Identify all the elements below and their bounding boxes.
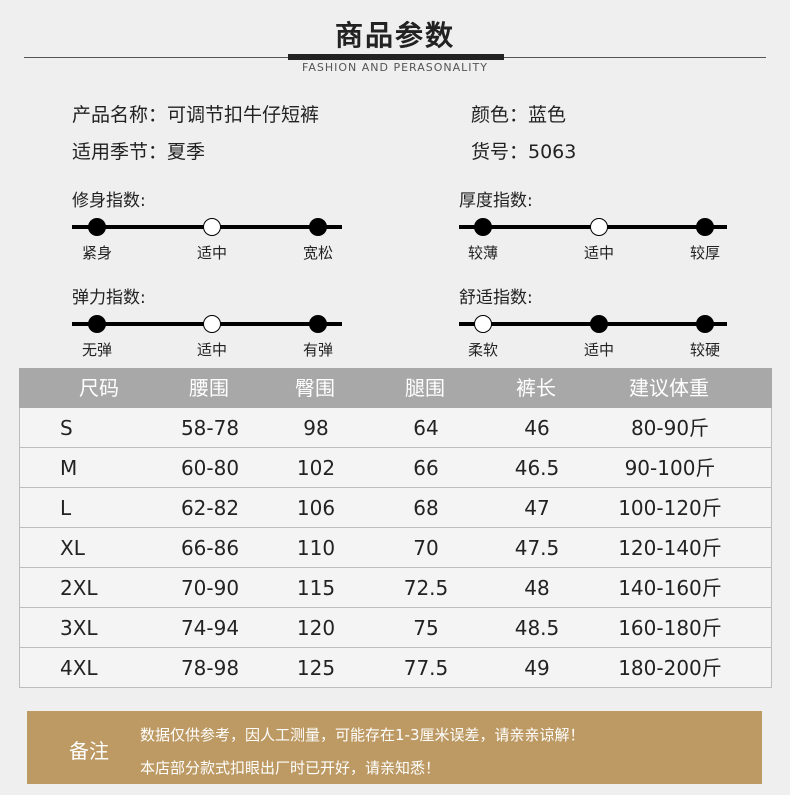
indicator-tick-label: 宽松 xyxy=(302,244,333,262)
table-cell: 80-90斤 xyxy=(630,416,710,440)
header-cell: 建议体重 xyxy=(629,376,709,400)
table-cell: M xyxy=(60,456,78,480)
product-name: 产品名称：可调节扣牛仔短裤 xyxy=(72,104,320,126)
indicator-label: 厚度指数: xyxy=(459,191,533,211)
product-color: 颜色：蓝色 xyxy=(471,104,567,126)
table-row: 2XL 70-90 115 72.5 48 140-160斤 xyxy=(19,568,772,608)
header-cell: 尺码 xyxy=(79,376,119,400)
table-cell: 49 xyxy=(524,656,550,680)
table-cell: 106 xyxy=(296,496,336,520)
indicator-dot xyxy=(88,315,106,333)
table-cell: 2XL xyxy=(60,576,98,600)
note-title: 备注 xyxy=(69,739,109,763)
table-cell: 3XL xyxy=(60,616,98,640)
header-cell: 腰围 xyxy=(189,376,229,400)
indicator-tick-label: 适中 xyxy=(583,244,614,262)
product-sku: 货号：5063 xyxy=(471,141,577,163)
table-cell: 72.5 xyxy=(403,576,449,600)
indicator-dot xyxy=(696,218,714,236)
note-line: 数据仅供参考，因人工测量，可能存在1-3厘米误差，请亲亲谅解！ xyxy=(140,726,585,744)
table-cell: 77.5 xyxy=(403,656,449,680)
indicator-dot xyxy=(88,218,106,236)
table-row: XL 66-86 110 70 47.5 120-140斤 xyxy=(19,528,772,568)
table-cell: 46.5 xyxy=(514,456,560,480)
indicator-dot xyxy=(203,315,221,333)
table-row: S 58-78 98 64 46 80-90斤 xyxy=(19,408,772,448)
table-cell: 60-80 xyxy=(180,456,240,480)
table-cell: 98 xyxy=(303,416,329,440)
indicator-tick-label: 较厚 xyxy=(689,244,720,262)
indicator-label: 弹力指数: xyxy=(72,288,146,308)
table-cell: 68 xyxy=(413,496,439,520)
indicator-label: 舒适指数: xyxy=(459,288,533,308)
header-cell: 裤长 xyxy=(516,376,556,400)
indicator-tick-label: 柔软 xyxy=(467,341,498,359)
size-table: 尺码 腰围 臀围 腿围 裤长 建议体重 S 58-78 98 64 46 80-… xyxy=(19,368,772,688)
table-cell: 66-86 xyxy=(180,536,240,560)
indicator-dot xyxy=(474,315,492,333)
indicator-tick-label: 无弹 xyxy=(81,341,112,359)
indicator-dot xyxy=(309,315,327,333)
table-cell: L xyxy=(60,496,72,520)
table-cell: 47.5 xyxy=(514,536,560,560)
table-cell: 110 xyxy=(296,536,336,560)
indicator-dot xyxy=(203,218,221,236)
table-row: L 62-82 106 68 47 100-120斤 xyxy=(19,488,772,528)
table-cell: 140-160斤 xyxy=(618,576,722,600)
table-cell: 180-200斤 xyxy=(618,656,722,680)
table-cell: 125 xyxy=(296,656,336,680)
table-cell: 64 xyxy=(413,416,439,440)
table-cell: 48.5 xyxy=(514,616,560,640)
size-table-header: 尺码 腰围 臀围 腿围 裤长 建议体重 xyxy=(19,368,772,408)
table-cell: 58-78 xyxy=(180,416,240,440)
indicator-tick-label: 较薄 xyxy=(467,244,498,262)
table-cell: S xyxy=(60,416,73,440)
table-cell: 62-82 xyxy=(180,496,240,520)
table-cell: 46 xyxy=(524,416,550,440)
title-underline-bar xyxy=(288,54,504,60)
indicator-dot xyxy=(474,218,492,236)
table-row: 3XL 74-94 120 75 48.5 160-180斤 xyxy=(19,608,772,648)
table-cell: 115 xyxy=(296,576,336,600)
note-line: 本店部分款式扣眼出厂时已开好，请亲知悉！ xyxy=(140,759,441,777)
indicator-dot xyxy=(309,218,327,236)
header-cell: 臀围 xyxy=(295,376,335,400)
indicator-dot xyxy=(590,218,608,236)
indicator-tick-label: 较硬 xyxy=(689,341,720,359)
table-row: 4XL 78-98 125 77.5 49 180-200斤 xyxy=(19,648,772,688)
indicator-tick-label: 适中 xyxy=(583,341,614,359)
indicator-dot xyxy=(590,315,608,333)
header-cell: 腿围 xyxy=(405,376,445,400)
indicator-dot xyxy=(696,315,714,333)
table-cell: 102 xyxy=(296,456,336,480)
table-cell: 120-140斤 xyxy=(618,536,722,560)
table-cell: 70 xyxy=(413,536,439,560)
page-subtitle: FASHION AND PERASONALITY xyxy=(302,61,488,74)
table-cell: 74-94 xyxy=(180,616,240,640)
note-box: 备注 数据仅供参考，因人工测量，可能存在1-3厘米误差，请亲亲谅解！ 本店部分款… xyxy=(27,711,762,784)
indicator-tick-label: 紧身 xyxy=(81,244,112,262)
table-cell: 47 xyxy=(524,496,550,520)
indicator-tick-label: 适中 xyxy=(196,244,227,262)
table-cell: 75 xyxy=(413,616,439,640)
table-cell: 70-90 xyxy=(180,576,240,600)
product-season: 适用季节：夏季 xyxy=(72,141,206,163)
table-row: M 60-80 102 66 46.5 90-100斤 xyxy=(19,448,772,488)
table-cell: 4XL xyxy=(60,656,98,680)
table-cell: 66 xyxy=(413,456,439,480)
indicator-tick-label: 有弹 xyxy=(302,341,333,359)
table-cell: XL xyxy=(60,536,85,560)
page-title: 商品参数 xyxy=(334,19,455,52)
table-cell: 90-100斤 xyxy=(624,456,716,480)
table-cell: 160-180斤 xyxy=(618,616,722,640)
table-cell: 48 xyxy=(524,576,550,600)
indicator-label: 修身指数: xyxy=(72,191,146,211)
indicator-tick-label: 适中 xyxy=(196,341,227,359)
table-cell: 78-98 xyxy=(180,656,240,680)
table-cell: 100-120斤 xyxy=(618,496,722,520)
table-cell: 120 xyxy=(296,616,336,640)
